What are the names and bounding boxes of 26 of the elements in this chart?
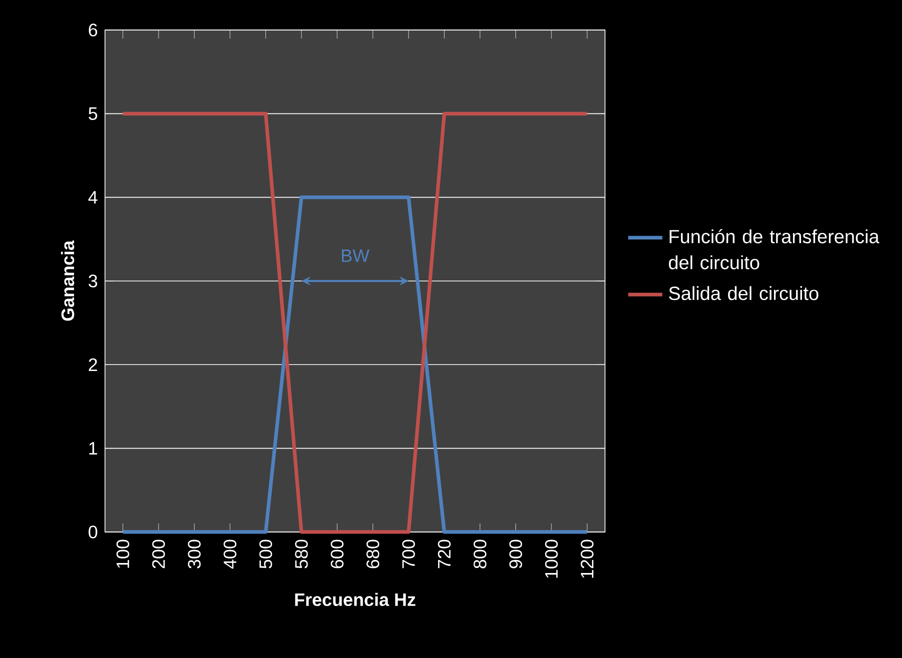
x-tick-label: 500 bbox=[259, 540, 272, 568]
y-axis-title: Ganancia bbox=[60, 240, 74, 321]
x-tick-label: 700 bbox=[402, 540, 415, 568]
x-axis-title: Frecuencia Hz bbox=[295, 592, 416, 606]
y-tick-label: 5 bbox=[88, 107, 98, 120]
x-tick-label: 680 bbox=[366, 540, 380, 568]
x-tick-label: 100 bbox=[116, 540, 130, 568]
x-tick-label: 580 bbox=[295, 540, 308, 568]
x-tick-label: 400 bbox=[224, 540, 236, 569]
legend-label: Salida del circuito bbox=[669, 286, 818, 300]
x-tick-label: 720 bbox=[438, 540, 451, 568]
y-tick-label: 3 bbox=[88, 274, 98, 288]
y-tick-label: 1 bbox=[89, 442, 98, 455]
x-tick-label: 300 bbox=[188, 540, 201, 568]
x-tick-label: 1000 bbox=[545, 540, 558, 578]
x-tick-label: 1200 bbox=[580, 540, 594, 578]
y-tick-label: 6 bbox=[88, 24, 98, 36]
annotation: BW bbox=[342, 250, 370, 262]
legend-label: Función de transferencia del circuito bbox=[668, 229, 880, 270]
y-tick-label: 2 bbox=[88, 358, 98, 371]
x-tick-label: 200 bbox=[152, 540, 165, 568]
y-tick-label: 0 bbox=[88, 526, 98, 538]
x-tick-label: 600 bbox=[330, 540, 344, 568]
x-tick-label: 800 bbox=[474, 540, 486, 568]
y-tick-label: 4 bbox=[88, 191, 98, 204]
x-tick-label: 900 bbox=[509, 540, 522, 568]
